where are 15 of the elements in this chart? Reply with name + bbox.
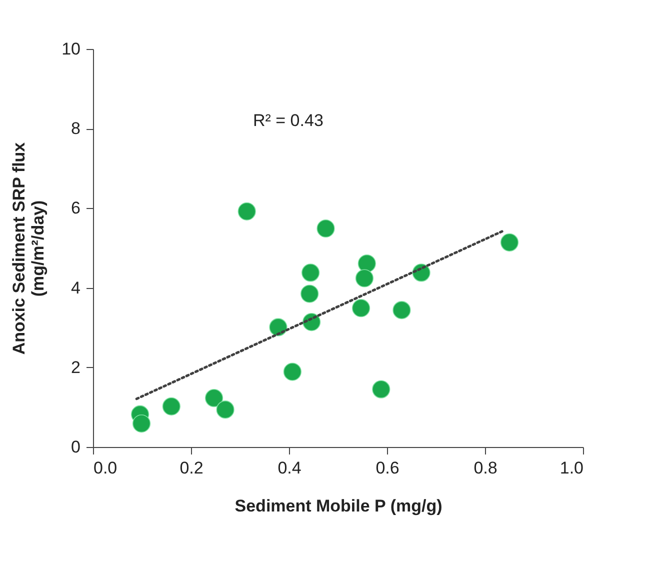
x-tick-label: 1.0 [560, 458, 584, 478]
y-tick-label: 8 [71, 119, 80, 138]
y-tick-label: 0 [71, 438, 80, 456]
x-tick-label: 0.2 [180, 458, 204, 478]
x-tick-label: 0.6 [376, 458, 400, 478]
y-tick-label: 4 [71, 278, 80, 298]
y-axis-title: Anoxic Sediment SRP flux (mg/m²/day) [10, 142, 48, 355]
x-tick-label: 0.8 [474, 458, 498, 478]
x-tick-label: 0.0 [94, 458, 118, 478]
y-tick-label: 10 [62, 40, 80, 58]
annotation: R² = 0.43 [253, 111, 324, 130]
x-tick-label: 0.4 [278, 458, 302, 478]
y-tick-label: 6 [71, 198, 80, 218]
x-axis-title: Sediment Mobile P (mg/g) [234, 496, 442, 516]
y-tick-label: 2 [71, 358, 80, 377]
